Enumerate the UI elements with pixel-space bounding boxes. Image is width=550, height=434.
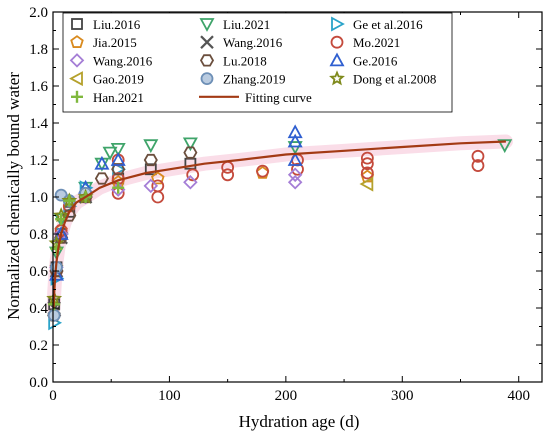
fitting-band: [46, 134, 513, 315]
x-marker-stroke: [200, 35, 214, 49]
y-tick-label: 0.6: [29, 264, 48, 280]
legend-marker: [70, 35, 84, 48]
data-point: [112, 181, 125, 194]
data-point: [186, 168, 200, 182]
data-point: [62, 209, 77, 222]
data-point: [143, 178, 159, 194]
legend-label: Zhang.2019: [223, 72, 285, 87]
legend-label: Wang.2016: [93, 53, 153, 68]
series-9: [359, 176, 374, 192]
data-point: [471, 159, 485, 172]
data-point: [151, 179, 165, 193]
x-tick-label: 300: [391, 388, 414, 404]
data-point: [53, 226, 69, 242]
legend-label: Mo.2021: [353, 35, 400, 50]
data-point: [144, 163, 157, 176]
data-point: [143, 153, 158, 167]
data-point: [143, 139, 159, 154]
data-point: [110, 152, 126, 166]
data-point: [47, 308, 61, 322]
y-tick-label: 1.4: [29, 116, 48, 132]
legend-label: Gao.2019: [93, 72, 144, 87]
y-tick-label: 1.8: [29, 42, 48, 58]
legend-label: Liu.2021: [223, 17, 270, 32]
data-point: [287, 141, 303, 155]
data-point: [287, 133, 303, 148]
legend-marker: [331, 16, 345, 32]
fitting-curve: [52, 140, 506, 309]
legend-label: Jia.2015: [93, 35, 137, 50]
data-point: [183, 174, 198, 190]
y-axis-title: Normalized chemically bound water: [4, 72, 23, 320]
legend-marker: [200, 72, 214, 85]
data-point: [151, 171, 165, 185]
data-point: [184, 157, 197, 170]
y-tick-label: 1.6: [29, 79, 48, 95]
data-point: [360, 157, 374, 171]
legend-marker: [329, 52, 345, 67]
data-point: [151, 190, 165, 204]
y-tick-label: 0.8: [29, 227, 48, 243]
data-point: [94, 155, 110, 170]
data-point: [111, 163, 126, 176]
legend-label: Lu.2018: [223, 53, 267, 68]
legend-label: Wang.2016: [223, 35, 283, 50]
legend-marker: [199, 54, 215, 67]
data-point: [359, 176, 374, 192]
legend-marker: [330, 35, 344, 49]
legend: Liu.2016 Liu.2021 Ge et al.2016 Jia.2015 Wan…: [62, 12, 453, 113]
legend-label: Dong et al.2008: [353, 72, 436, 87]
legend-label: Fitting curve: [245, 90, 312, 105]
data-point: [63, 194, 76, 207]
y-tick-label: 0.0: [29, 375, 48, 391]
x-tick-label: 200: [275, 388, 298, 404]
y-tick-label: 1.0: [29, 190, 48, 206]
x-tick-label: 100: [158, 388, 181, 404]
data-point: [221, 168, 235, 182]
legend-marker: [69, 71, 83, 87]
data-point: [360, 166, 374, 180]
series-5: [50, 149, 485, 278]
legend-marker: [200, 35, 214, 49]
legend-label: Liu.2016: [93, 17, 141, 32]
legend-marker: [329, 70, 345, 86]
x-axis-title: Hydration age (d): [239, 412, 360, 431]
data-point: [287, 167, 303, 183]
data-point: [183, 146, 198, 159]
data-point: [94, 172, 109, 185]
legend-label: Ge et al.2016: [353, 17, 423, 32]
y-tick-label: 1.2: [29, 153, 48, 169]
data-point: [110, 142, 126, 157]
legend-marker: [69, 53, 85, 68]
legend-label: Ge.2016: [353, 53, 398, 68]
data-point: [102, 146, 118, 161]
data-point: [256, 164, 269, 178]
data-point: [497, 139, 513, 154]
data-point: [471, 149, 485, 163]
data-point: [291, 162, 304, 176]
x-tick-label: 0: [49, 388, 57, 404]
y-tick-label: 0.2: [29, 338, 48, 354]
y-tick-label: 2.0: [29, 5, 48, 21]
legend-marker: [71, 90, 83, 103]
data-point: [287, 174, 303, 190]
data-point: [287, 124, 303, 139]
legend-marker: [199, 18, 215, 32]
data-point: [287, 152, 303, 166]
data-point: [360, 151, 374, 165]
y-tick-label: 0.4: [29, 301, 48, 317]
x-tick-label: 400: [507, 388, 530, 404]
legend-label: Han.2021: [93, 90, 144, 105]
plot-area: [46, 124, 513, 331]
data-point: [182, 137, 198, 152]
legend-box: [62, 12, 453, 113]
legend-marker: [71, 18, 83, 30]
